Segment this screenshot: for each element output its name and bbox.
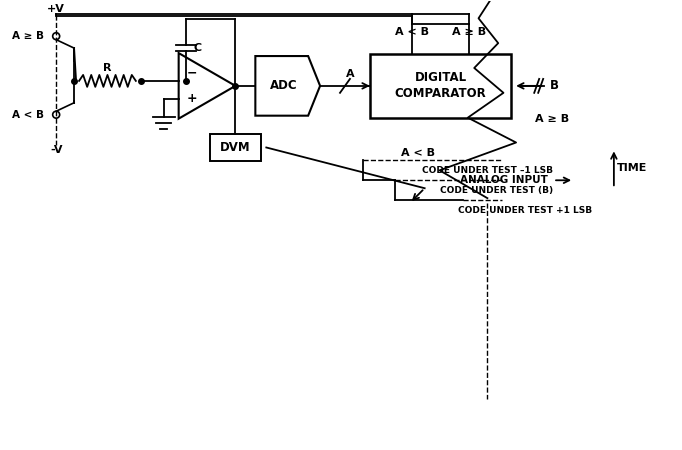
- Text: CODE UNDER TEST (B): CODE UNDER TEST (B): [440, 186, 552, 195]
- Text: A < B: A < B: [12, 110, 44, 120]
- Text: A ≥ B: A ≥ B: [452, 27, 486, 37]
- Bar: [370, 54, 512, 117]
- Text: TIME: TIME: [617, 163, 647, 173]
- Text: ANALOG INPUT: ANALOG INPUT: [460, 176, 548, 185]
- Text: A < B: A < B: [395, 27, 429, 37]
- Text: A ≥ B: A ≥ B: [535, 114, 569, 124]
- Text: B: B: [550, 79, 559, 92]
- Text: CODE UNDER TEST –1 LSB: CODE UNDER TEST –1 LSB: [421, 166, 552, 175]
- Text: DVM: DVM: [220, 141, 251, 154]
- Text: A: A: [346, 69, 354, 79]
- Text: +V: +V: [47, 4, 65, 14]
- Text: COMPARATOR: COMPARATOR: [395, 87, 486, 100]
- Text: R: R: [103, 63, 112, 73]
- Text: C: C: [194, 43, 202, 53]
- Text: +: +: [186, 92, 197, 105]
- Text: A < B: A < B: [401, 148, 434, 158]
- Text: A ≥ B: A ≥ B: [12, 31, 44, 41]
- Text: -V: -V: [50, 145, 63, 155]
- Text: ADC: ADC: [270, 79, 297, 92]
- Text: −: −: [186, 67, 197, 80]
- Bar: [209, 134, 261, 162]
- Text: CODE UNDER TEST +1 LSB: CODE UNDER TEST +1 LSB: [458, 206, 592, 215]
- Text: DIGITAL: DIGITAL: [415, 72, 466, 85]
